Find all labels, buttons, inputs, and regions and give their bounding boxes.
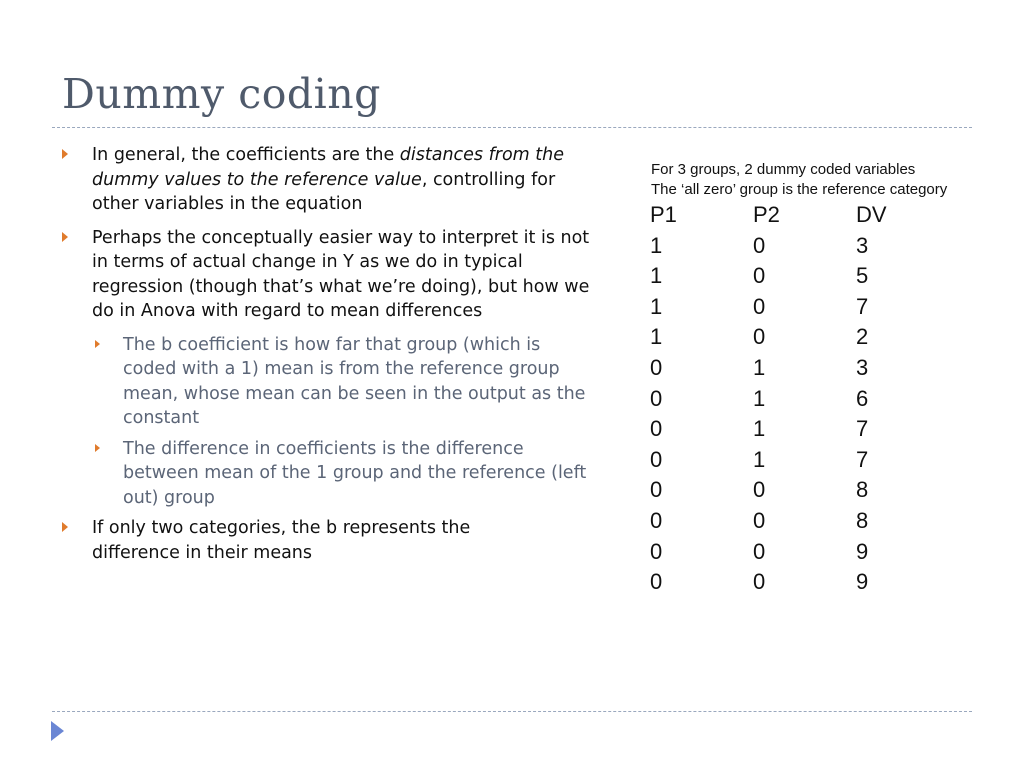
header-p2: P2 xyxy=(753,202,780,227)
table-cell: 0 xyxy=(650,538,663,564)
table-cell: 8 xyxy=(856,507,869,533)
table-cell: 0 xyxy=(753,538,766,564)
bullet-item: If only two categories, the b represents… xyxy=(62,516,522,565)
table-cell: 0 xyxy=(753,477,766,503)
table-row: 0 1 6 xyxy=(650,386,959,417)
bullet-item: In general, the coefficients are the dis… xyxy=(62,143,592,217)
bullet-arrow-icon xyxy=(62,149,68,159)
table-caption: For 3 groups, 2 dummy coded variables Th… xyxy=(651,161,948,198)
table-cell: 6 xyxy=(856,385,869,411)
table-cell: 0 xyxy=(753,263,766,289)
table-cell: 5 xyxy=(856,263,869,289)
table-cell: 9 xyxy=(856,569,869,595)
table-header-row: P1 P2 DV xyxy=(650,202,959,233)
table-cell: 7 xyxy=(856,446,869,472)
table-cell: 9 xyxy=(856,538,869,564)
footer-divider xyxy=(52,711,972,712)
table-cell: 1 xyxy=(753,385,766,411)
table-cell: 3 xyxy=(856,232,869,258)
table-cell: 1 xyxy=(753,446,766,472)
bullet-arrow-icon xyxy=(62,522,68,532)
table-cell: 7 xyxy=(856,416,869,442)
table-cell: 1 xyxy=(650,263,663,289)
table-row: 0 0 8 xyxy=(650,477,959,508)
table-row: 0 0 9 xyxy=(650,539,959,570)
table-cell: 0 xyxy=(753,232,766,258)
bullet-arrow-icon xyxy=(62,231,68,242)
slide-title: Dummy coding xyxy=(62,70,381,118)
title-divider xyxy=(52,127,972,128)
bullet-item: Perhaps the conceptually easier way to i… xyxy=(62,226,592,324)
table-cell: 0 xyxy=(650,569,663,595)
play-arrow-icon xyxy=(51,721,64,741)
table-cell: 1 xyxy=(650,232,663,258)
table-cell: 3 xyxy=(856,354,869,380)
table-cell: 1 xyxy=(753,416,766,442)
table-row: 1 0 5 xyxy=(650,263,959,294)
table-row: 0 0 9 xyxy=(650,569,959,600)
table-cell: 1 xyxy=(650,293,663,319)
table-row: 0 1 3 xyxy=(650,355,959,386)
table-cell: 0 xyxy=(753,293,766,319)
table-cell: 0 xyxy=(650,477,663,503)
bullet-arrow-icon xyxy=(95,339,100,348)
sub-bullet-item: The difference in coefficients is the di… xyxy=(62,437,592,511)
header-p1: P1 xyxy=(650,202,677,227)
table-row: 1 0 7 xyxy=(650,294,959,325)
bullet-arrow-icon xyxy=(95,443,100,452)
table-cell: 0 xyxy=(753,507,766,533)
table-cell: 0 xyxy=(650,416,663,442)
table-cell: 8 xyxy=(856,477,869,503)
table-cell: 2 xyxy=(856,324,869,350)
table-cell: 0 xyxy=(650,446,663,472)
table-row: 1 0 2 xyxy=(650,324,959,355)
table-cell: 0 xyxy=(650,385,663,411)
table-row: 1 0 3 xyxy=(650,233,959,264)
header-dv: DV xyxy=(856,202,887,227)
sub-bullet-item: The b coefficient is how far that group … xyxy=(62,333,592,431)
table-cell: 0 xyxy=(753,324,766,350)
table-cell: 0 xyxy=(753,569,766,595)
table-cell: 7 xyxy=(856,293,869,319)
table-row: 0 1 7 xyxy=(650,447,959,478)
table-cell: 1 xyxy=(650,324,663,350)
table-cell: 1 xyxy=(753,354,766,380)
table-row: 0 1 7 xyxy=(650,416,959,447)
bullet-list: In general, the coefficients are the dis… xyxy=(62,143,592,574)
table-cell: 0 xyxy=(650,507,663,533)
table-row: 0 0 8 xyxy=(650,508,959,539)
table-cell: 0 xyxy=(650,354,663,380)
